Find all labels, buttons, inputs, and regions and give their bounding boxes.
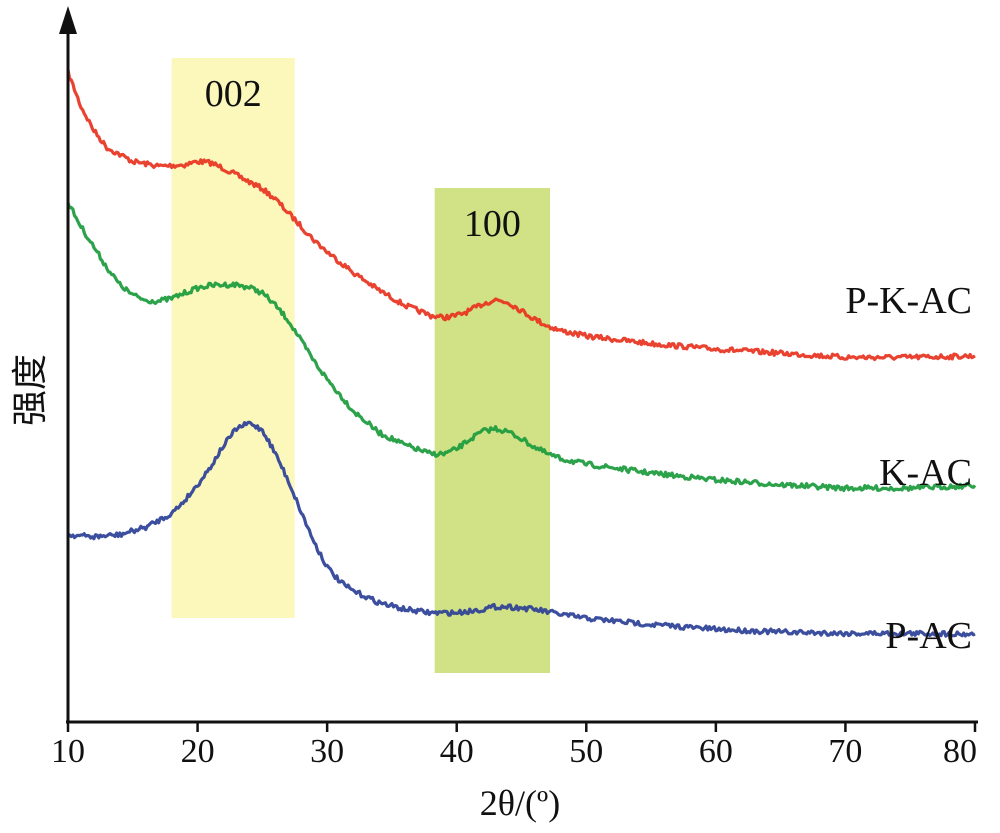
band-002 xyxy=(171,58,295,618)
x-tick-label-30: 30 xyxy=(310,733,344,770)
y-axis-title: 强度 xyxy=(10,354,51,426)
x-tick-label-70: 70 xyxy=(828,733,862,770)
y-axis-arrow-icon xyxy=(59,6,77,34)
series-line-p-k-ac xyxy=(66,69,976,362)
band-label-002: 002 xyxy=(205,73,262,115)
band-label-100: 100 xyxy=(464,203,521,245)
series-label-k-ac: K-AC xyxy=(879,452,972,494)
x-tick-label-40: 40 xyxy=(440,733,474,770)
series-lines xyxy=(66,69,977,638)
x-axis-title: 2θ/(º) xyxy=(480,783,560,823)
series-line-p-ac xyxy=(67,420,976,638)
x-tick-label-80: 80 xyxy=(943,733,977,770)
highlight-bands: 002 100 xyxy=(171,58,551,673)
series-line-k-ac xyxy=(66,202,977,493)
x-tick-label-50: 50 xyxy=(569,733,603,770)
axes xyxy=(59,6,978,724)
chart-labels: 2θ/(º) 强度 P-K-AC K-AC P-AC xyxy=(10,280,972,823)
x-tick-label-20: 20 xyxy=(181,733,215,770)
series-label-p-ac: P-AC xyxy=(885,615,972,657)
x-axis-ticks: 10 20 30 40 50 60 70 80 xyxy=(51,722,977,770)
x-tick-label-60: 60 xyxy=(699,733,733,770)
x-tick-label-10: 10 xyxy=(51,733,85,770)
series-label-p-k-ac: P-K-AC xyxy=(845,280,972,322)
